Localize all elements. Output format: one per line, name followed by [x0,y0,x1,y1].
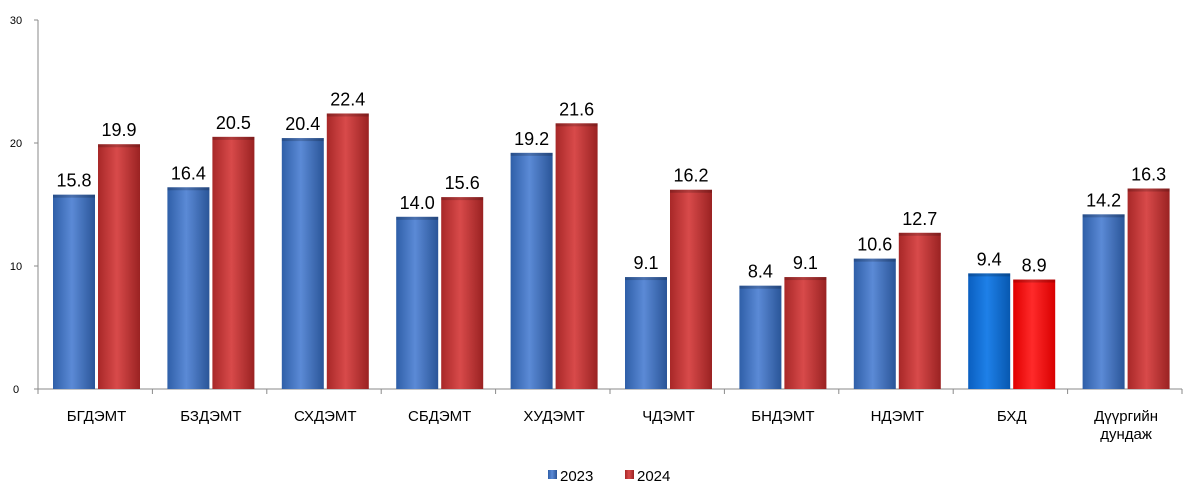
bar-2023-2 [167,187,210,389]
value-label-2024-1: 19.9 [101,120,136,140]
category-labels-group: БГДЭМТ БЗДЭМТ СХДЭМТ СБДЭМТ ХУДЭМТ ЧДЭМТ БНДЭМ… [67,408,1158,443]
bar-cap [1082,214,1125,218]
bar-2024-6 [670,189,712,389]
category-label-line: Дүүргийн [1094,408,1158,425]
value-label-2024-3: 22.4 [330,89,365,109]
bar-2023-4 [396,216,439,389]
value-labels-group: 15.8 19.9 16.4 20.5 20.4 22.4 14.0 15.6 19.2 21.6… [56,89,1166,281]
value-label-2023-4: 14.0 [400,193,435,213]
bar-2024-1 [98,144,140,389]
legend-label-2024: 2024 [637,468,670,485]
bar-cap [167,187,210,191]
category-label-line: дундаж [1100,426,1152,443]
bar-cap [98,144,140,148]
value-label-2023-5: 19.2 [514,129,549,149]
value-label-2024-10: 16.3 [1131,165,1166,185]
bar-cap [625,277,667,281]
value-label-2023-10: 14.2 [1086,190,1121,210]
category-label-9: БХД [997,408,1027,425]
bar-cap [968,273,1011,277]
bar-2024-9 [1013,279,1056,389]
value-label-2023-2: 16.4 [171,163,206,183]
value-label-2024-2: 20.5 [216,113,251,133]
bar-2023-5 [510,152,553,389]
y-axis: 0 10 20 30 [10,15,39,396]
bar-2023-9 [968,273,1011,389]
bar-cap [1013,279,1056,283]
value-label-2024-6: 16.2 [673,166,708,186]
bar-2023-6 [625,277,667,389]
value-label-2023-9: 9.4 [977,249,1002,269]
bar-cap [53,194,95,198]
bar-cap [326,113,369,117]
bar-2024-7 [784,277,827,389]
bar-2023-1 [53,194,95,389]
bar-2023-7 [739,285,782,389]
bar-cap [1127,188,1170,192]
bar-cap [555,123,598,127]
category-label-5: ХУДЭМТ [523,408,584,425]
category-label-1: БГДЭМТ [67,408,127,425]
value-label-2023-8: 10.6 [857,235,892,255]
bar-cap [898,232,941,236]
bar-cap [212,136,255,140]
bar-cap [670,189,712,193]
category-label-7: БНДЭМТ [751,408,814,425]
legend-swatch-2023 [548,470,557,479]
bar-cap [396,216,439,220]
bar-2024-10 [1127,188,1170,389]
value-label-2023-1: 15.8 [56,171,91,191]
bar-cap [853,258,896,262]
category-label-2: БЗДЭМТ [180,408,241,425]
value-label-2024-4: 15.6 [445,173,480,193]
category-label-8: НДЭМТ [871,408,924,425]
value-label-2024-9: 8.9 [1022,256,1047,276]
value-label-2024-7: 9.1 [793,253,818,273]
legend-label-2023: 2023 [560,468,593,485]
y-tick-label: 20 [10,138,22,150]
value-label-2023-7: 8.4 [748,262,773,282]
y-tick-label: 0 [13,384,19,396]
bar-2024-5 [555,123,598,389]
bar-2024-8 [898,232,941,389]
value-label-2023-6: 9.1 [633,253,658,273]
legend: 2023 2024 [548,468,670,485]
x-axis [37,388,1183,394]
bar-cap [441,197,484,201]
legend-swatch-2024 [625,470,634,479]
y-tick-label: 30 [10,15,22,27]
value-label-2024-8: 12.7 [902,209,937,229]
bar-cap [510,152,553,156]
category-label-4: СБДЭМТ [408,408,471,425]
category-label-6: ЧДЭМТ [642,408,695,425]
value-label-2023-3: 20.4 [285,114,320,134]
category-label-10: Дүүргийн дундаж [1094,408,1158,443]
bars-group [53,113,1170,389]
bar-2024-4 [441,197,484,389]
bar-2024-3 [326,113,369,389]
bar-2023-3 [281,138,324,389]
bar-cap [784,277,827,281]
y-tick-label: 10 [10,261,22,273]
bar-cap [739,285,782,289]
bar-cap [281,138,324,142]
category-label-3: СХДЭМТ [294,408,357,425]
bar-2023-10 [1082,214,1125,389]
bar-2024-2 [212,136,255,389]
bar-2023-8 [853,258,896,389]
value-label-2024-5: 21.6 [559,99,594,119]
